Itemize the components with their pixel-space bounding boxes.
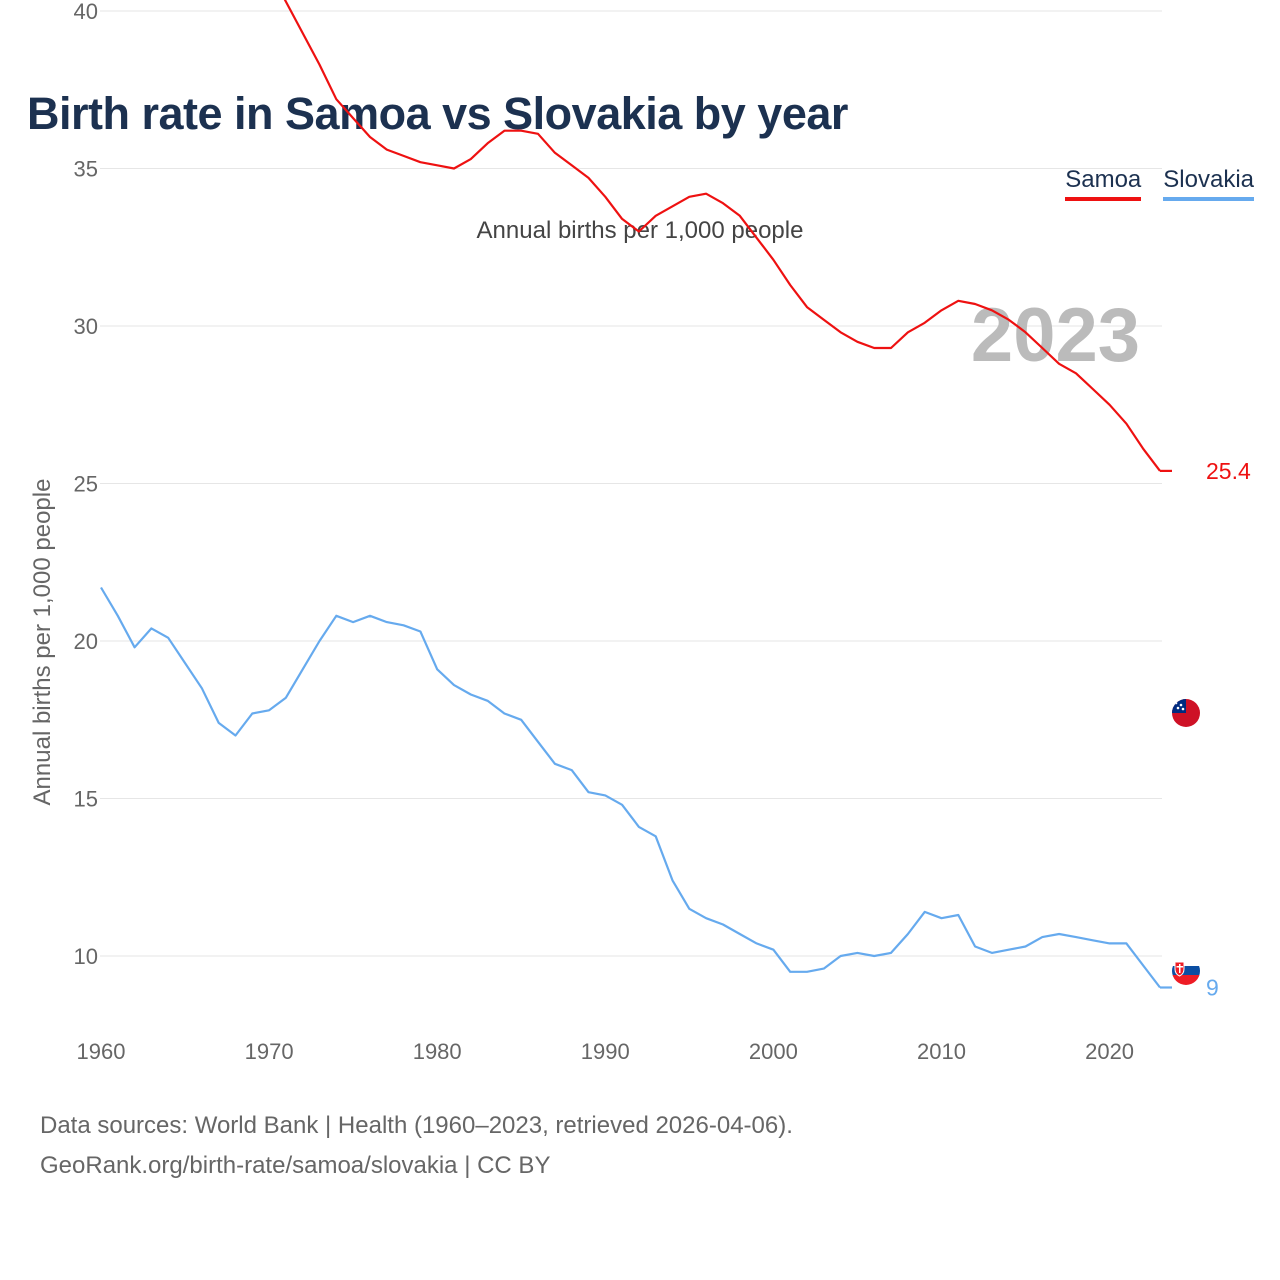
y-tick-label: 15 <box>74 787 98 812</box>
series-line-samoa[interactable] <box>101 0 1161 472</box>
gridlines <box>100 10 1162 957</box>
end-label-samoa: 25.4 <box>1206 458 1251 484</box>
x-tick-label: 2000 <box>749 1039 798 1064</box>
footer: Data sources: World Bank | Health (1960–… <box>40 1106 793 1186</box>
x-tick-label: 1980 <box>413 1039 462 1064</box>
end-label-slovakia: 9 <box>1206 975 1219 1001</box>
legend-item-samoa[interactable]: Samoa <box>1065 166 1142 201</box>
x-tick-label: 2010 <box>917 1039 966 1064</box>
source-note: Data sources: World Bank | Health (1960–… <box>40 1112 793 1139</box>
x-tick-label: 1970 <box>245 1039 294 1064</box>
legend-item-slovakia[interactable]: Slovakia <box>1163 166 1254 201</box>
series-line-slovakia[interactable] <box>100 586 1161 989</box>
chart-title: Birth rate in Samoa vs Slovakia by year <box>27 88 848 139</box>
y-axis-label: Annual births per 1,000 people <box>29 479 56 806</box>
y-tick-label: 35 <box>74 157 98 182</box>
series-end-markers <box>1172 699 1200 985</box>
y-tick-label: 20 <box>74 629 98 654</box>
slovakia-flag-icon <box>1172 957 1200 985</box>
source-link[interactable]: GeoRank.org/birth-rate/samoa/slovakia | … <box>40 1152 551 1179</box>
x-tick-label: 1990 <box>581 1039 630 1064</box>
y-tick-label: 25 <box>74 472 98 497</box>
legend: Samoa Slovakia <box>1065 166 1254 201</box>
x-axis: 1960 1970 1980 1990 2000 2010 2020 <box>77 1039 1135 1064</box>
series-end-labels: 25.49 <box>1206 458 1251 1001</box>
y-tick-label: 10 <box>74 944 98 969</box>
x-tick-label: 2020 <box>1085 1039 1134 1064</box>
samoa-flag-icon <box>1172 699 1200 727</box>
y-axis: 101520253035404550 <box>74 0 98 969</box>
year-badge: 2023 <box>971 293 1140 378</box>
y-tick-label: 30 <box>74 314 98 339</box>
x-tick-label: 1960 <box>77 1039 126 1064</box>
series-lines <box>100 0 1172 989</box>
y-tick-label: 40 <box>74 0 98 24</box>
